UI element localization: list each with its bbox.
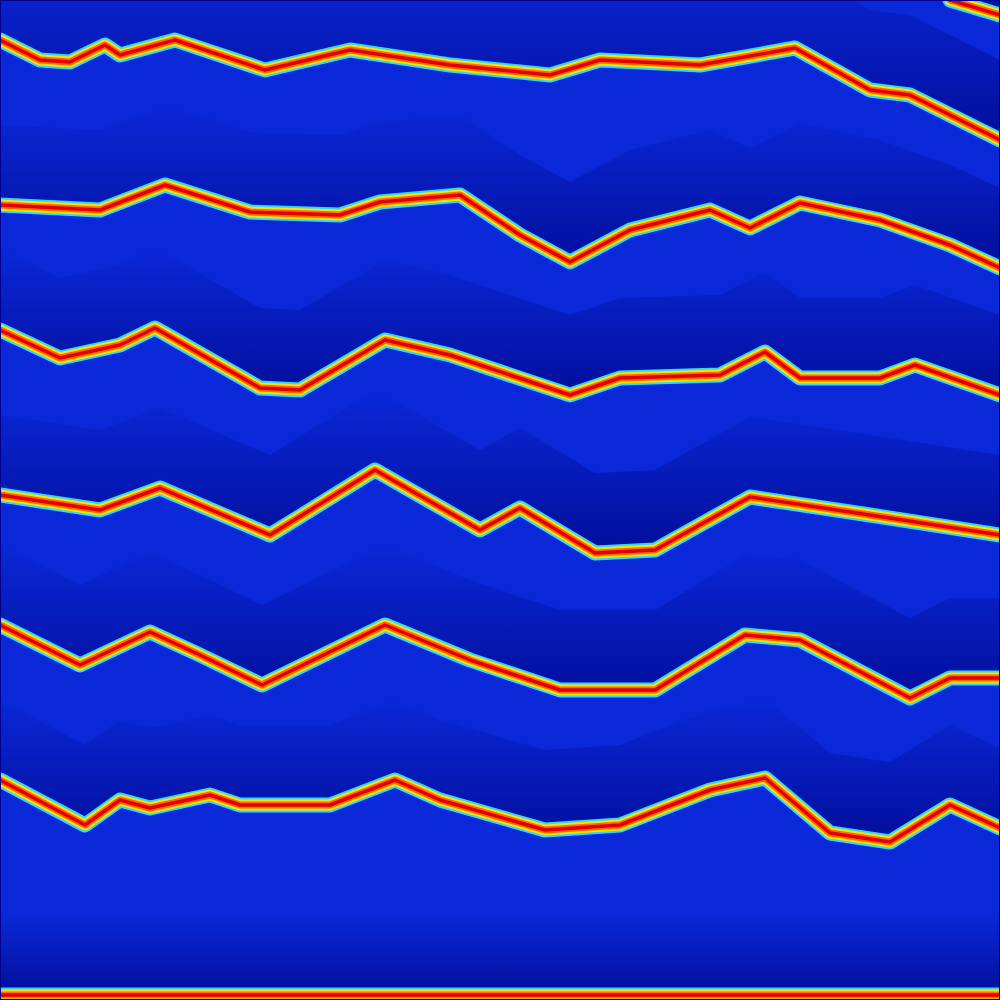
- line-glow: [0, 778, 1000, 842]
- line-glow: [0, 328, 1000, 395]
- line-glow: [0, 625, 1000, 698]
- plot-area: [0, 0, 1000, 995]
- line-glow: [950, 0, 1000, 15]
- line-glow: [0, 470, 1000, 553]
- line-glow: [0, 328, 1000, 395]
- line: [0, 625, 1000, 698]
- band-shade: [950, 0, 1000, 15]
- background: [0, 0, 1000, 1000]
- band-shade: [0, 915, 1000, 995]
- line-glow: [0, 470, 1000, 553]
- line: [0, 993, 1000, 997]
- line: [0, 470, 1000, 553]
- line-glow: [950, 0, 1000, 15]
- line-glow: [0, 470, 1000, 553]
- line-glow: [0, 328, 1000, 395]
- line: [950, 0, 1000, 15]
- line: [0, 328, 1000, 395]
- line-glow: [950, 0, 1000, 15]
- line-glow: [0, 988, 1000, 1000]
- line: [0, 778, 1000, 842]
- plot-frame: [1, 1, 1000, 1000]
- line-glow: [0, 625, 1000, 698]
- band-shade: [0, 545, 1000, 698]
- line-glow: [0, 992, 1000, 999]
- line-glow: [0, 625, 1000, 698]
- line-glow: [0, 778, 1000, 842]
- chart: [0, 0, 1000, 1000]
- band-shade: [0, 390, 1000, 553]
- line-glow: [0, 778, 1000, 842]
- line-glow: [0, 990, 1000, 1000]
- band-shade: [0, 105, 1000, 268]
- band-shade: [0, 698, 1000, 842]
- band-shade: [0, 248, 1000, 395]
